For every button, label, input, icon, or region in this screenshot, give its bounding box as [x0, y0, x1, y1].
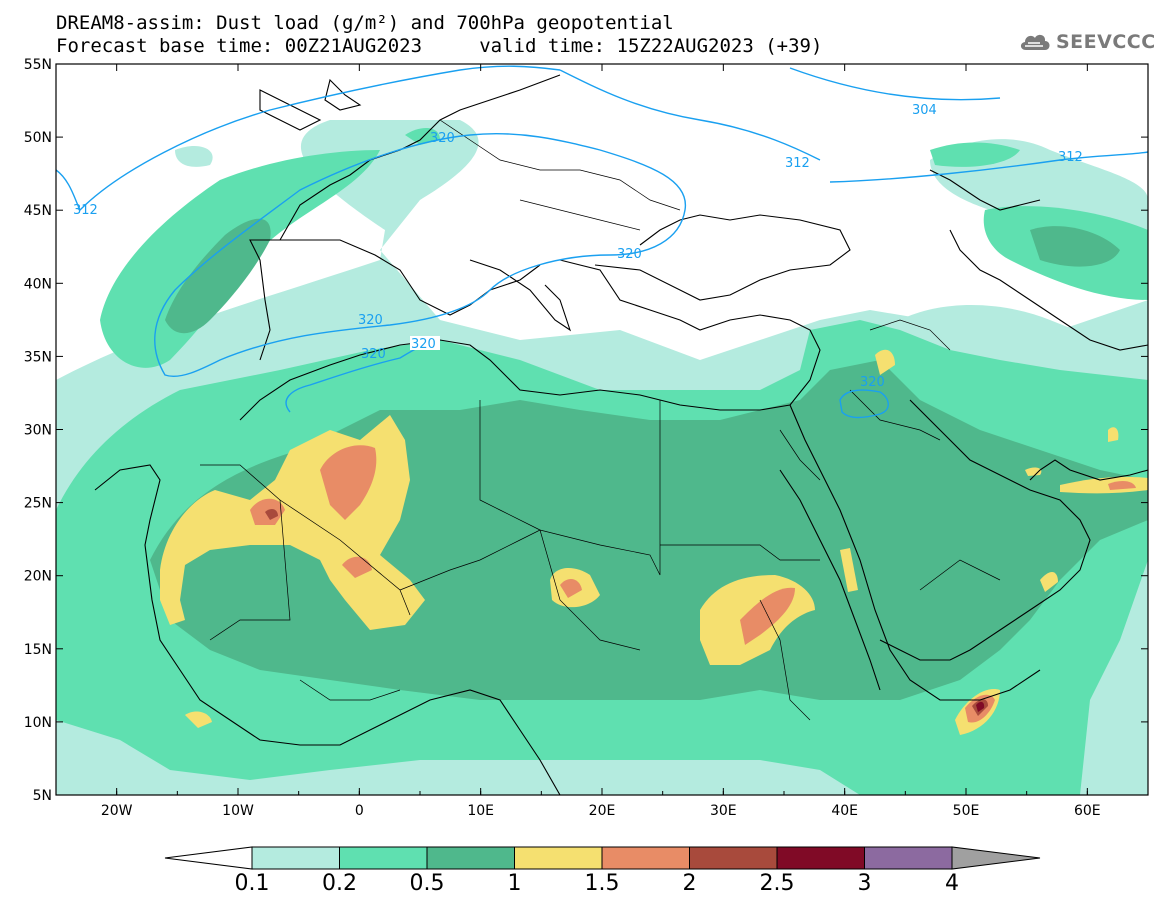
- lat-tick-label: 25N: [24, 496, 52, 512]
- map-title: DREAM8-assim: Dust load (g/m²) and 700hP…: [56, 12, 674, 34]
- contour-label: 312: [785, 156, 810, 171]
- colorbar-swatch: [864, 846, 953, 870]
- colorbar: 0.1 0.2 0.5 1 1.5 2 2.5 3 4: [164, 846, 1041, 896]
- lon-tick-label: 0: [355, 803, 364, 819]
- lon-tick-label: 10W: [222, 803, 254, 819]
- colorbar-tick-label: 1.5: [585, 871, 620, 896]
- dust-field: [56, 64, 1148, 795]
- map-subtitle: Forecast base time: 00Z21AUG2023 valid t…: [56, 35, 823, 57]
- colorbar-swatch: [514, 846, 603, 870]
- lat-tick-label: 45N: [24, 203, 52, 219]
- colorbar-tick-label: 0.5: [410, 871, 445, 896]
- colorbar-tick-label: 2: [683, 871, 697, 896]
- lat-tick-label: 50N: [24, 130, 52, 146]
- contour-labels: 312 312 304 312 320 320 320 320 320: [73, 103, 1083, 390]
- colorbar-under-triangle: [164, 846, 253, 870]
- geopotential-contours: [56, 65, 1148, 419]
- lat-tick-label: 10N: [24, 715, 52, 731]
- lat-tick-label: 5N: [33, 788, 52, 804]
- longitude-ticks: 20W 10W 0 10E 20E 30E 40E 50E 60E: [55, 64, 1149, 819]
- contour-label-pad: [410, 336, 440, 350]
- colorbar-swatch: [601, 846, 690, 870]
- contour-label: 312: [1058, 150, 1083, 165]
- contour-label: 320: [361, 347, 386, 362]
- lat-tick-label: 20N: [24, 569, 52, 585]
- colorbar-over-triangle: [951, 846, 1041, 870]
- latitude-ticks: 55N 50N 45N 40N 35N 30N 25N 20N 15N 10N 5N: [24, 57, 1148, 804]
- lon-tick-label: 50E: [953, 803, 980, 819]
- contour-label: 320: [617, 247, 642, 262]
- lat-tick-label: 55N: [24, 57, 52, 73]
- colorbar-tick-label: 0.2: [322, 871, 357, 896]
- contour-label: 304: [912, 103, 937, 118]
- lon-tick-label: 20E: [589, 803, 616, 819]
- lon-tick-label: 10E: [467, 803, 494, 819]
- colorbar-tick-label: 4: [945, 871, 959, 896]
- contour-label: 320: [430, 131, 455, 146]
- dust-level-1-5: [250, 445, 1136, 723]
- lat-tick-label: 35N: [24, 349, 52, 365]
- seevccc-logo: SEEVCCC: [1018, 28, 1156, 56]
- colorbar-swatch: [776, 846, 865, 870]
- colorbar-swatch: [689, 846, 778, 870]
- contour-label: 320: [860, 375, 885, 390]
- lat-tick-label: 40N: [24, 276, 52, 292]
- logo-text: SEEVCCC: [1056, 31, 1156, 53]
- lon-tick-label: 30E: [710, 803, 737, 819]
- colorbar-tick-label: 1: [508, 871, 522, 896]
- lon-tick-label: 40E: [831, 803, 858, 819]
- contour-label: 320: [411, 337, 436, 352]
- colorbar-tick-label: 2.5: [760, 871, 795, 896]
- colorbar-swatch: [339, 846, 428, 870]
- colorbar-swatch: [426, 846, 515, 870]
- lat-tick-label: 30N: [24, 423, 52, 439]
- colorbar-tick-label: 3: [858, 871, 872, 896]
- contour-label: 320: [358, 313, 383, 328]
- colorbar-tick-label: 0.1: [235, 871, 270, 896]
- lat-tick-label: 15N: [24, 642, 52, 658]
- contour-label: 312: [73, 203, 98, 218]
- dust-level-2-5: [976, 701, 985, 712]
- lon-tick-label: 60E: [1074, 803, 1101, 819]
- lon-tick-label: 20W: [101, 803, 133, 819]
- cloud-icon: [1020, 34, 1050, 50]
- borders: [200, 119, 1001, 721]
- colorbar-swatch: [251, 846, 340, 870]
